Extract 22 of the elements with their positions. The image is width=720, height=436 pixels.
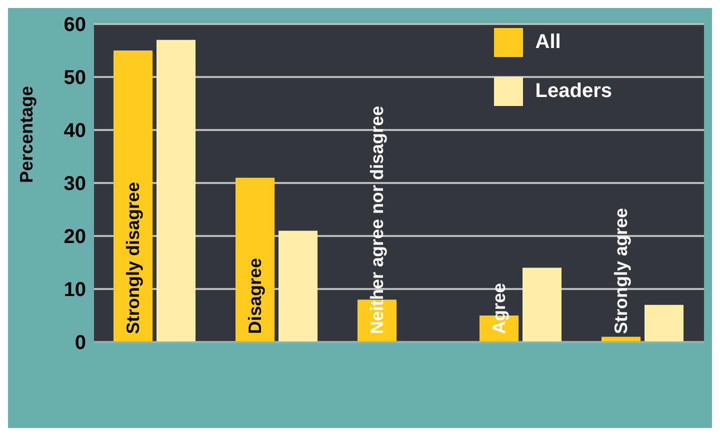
x-tick-label: Strongly agree [611, 208, 632, 334]
x-tick-label: Strongly disagree [123, 182, 144, 334]
bar [156, 40, 196, 342]
y-tick-label: 10 [64, 279, 86, 302]
bar [602, 336, 641, 342]
x-tick-label: Disagree [245, 258, 266, 334]
bar [278, 230, 318, 342]
y-tick-label: 20 [64, 226, 86, 248]
y-tick-label: 0 [74, 332, 86, 354]
y-tick-label: 40 [64, 120, 86, 142]
y-tick-label: 50 [64, 67, 86, 90]
y-tick-label: 60 [64, 14, 86, 36]
x-tick-label: Neither agree nor disagree [367, 106, 388, 334]
bar [644, 304, 684, 342]
x-tick-label: Agree [489, 282, 510, 334]
y-tick-label: 30 [64, 173, 86, 196]
legend-label: All [535, 31, 561, 54]
legend-label: Leaders [535, 80, 612, 103]
bar [114, 50, 153, 342]
bar [236, 178, 275, 342]
y-axis-title: Percentage [16, 86, 36, 183]
bar [522, 268, 562, 342]
